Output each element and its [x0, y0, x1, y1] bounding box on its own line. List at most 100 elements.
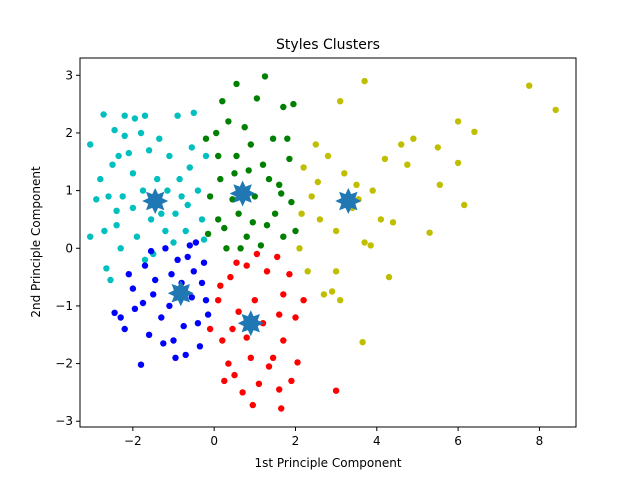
data-point	[145, 147, 153, 154]
chart-title: Styles Clusters	[276, 37, 380, 53]
data-point	[101, 227, 108, 235]
data-point	[186, 242, 193, 249]
data-point	[141, 256, 149, 263]
data-point	[221, 377, 228, 385]
x-tick-label: 6	[454, 434, 462, 448]
data-point	[190, 268, 197, 275]
data-point	[243, 233, 250, 240]
data-point	[215, 216, 222, 223]
data-point	[280, 103, 287, 111]
data-point	[174, 256, 181, 263]
x-tick-label: 2	[292, 434, 300, 448]
data-point	[361, 77, 368, 85]
data-point	[286, 155, 293, 163]
data-point	[288, 198, 295, 206]
data-point	[434, 144, 441, 151]
x-tick-label: 8	[536, 434, 544, 448]
data-point	[367, 242, 374, 249]
data-point	[162, 227, 169, 235]
data-point	[115, 152, 122, 160]
data-point	[192, 239, 200, 246]
data-point	[292, 227, 299, 235]
data-point	[314, 178, 321, 186]
data-point	[113, 207, 120, 214]
data-point	[121, 132, 128, 139]
data-point	[276, 181, 283, 188]
data-point	[235, 308, 242, 315]
data-point	[249, 401, 256, 409]
data-point	[166, 152, 173, 160]
data-point	[284, 135, 291, 142]
data-point	[552, 106, 559, 114]
data-point	[265, 175, 273, 183]
data-point	[196, 343, 204, 350]
data-point	[131, 115, 139, 122]
data-point	[87, 233, 94, 240]
data-point	[261, 73, 269, 80]
data-point	[100, 111, 107, 118]
data-point	[217, 175, 224, 183]
data-point	[180, 322, 187, 330]
data-point	[247, 141, 254, 148]
data-point	[117, 245, 124, 252]
data-point	[312, 141, 319, 148]
data-point	[377, 216, 385, 223]
data-point	[184, 253, 191, 261]
data-point	[280, 291, 287, 298]
data-point	[186, 164, 193, 171]
data-point	[215, 297, 222, 304]
y-tick-label: −3	[55, 414, 73, 428]
data-point	[139, 187, 147, 194]
data-point	[166, 302, 173, 310]
data-point	[221, 224, 228, 232]
data-point	[247, 354, 254, 361]
data-point	[182, 351, 189, 359]
data-point	[202, 135, 210, 142]
data-point	[204, 311, 212, 318]
data-point	[194, 320, 202, 327]
data-point	[103, 265, 110, 272]
y-tick-label: 1	[65, 184, 73, 198]
data-point	[337, 98, 344, 105]
data-point	[233, 80, 240, 88]
data-point	[286, 271, 293, 278]
data-point	[137, 129, 145, 137]
data-point	[164, 187, 171, 194]
data-point	[278, 190, 285, 197]
data-point	[359, 339, 366, 346]
data-point	[292, 314, 299, 321]
data-point	[219, 337, 226, 344]
data-point	[174, 112, 181, 119]
y-tick-label: 3	[65, 68, 73, 82]
data-point	[259, 161, 267, 168]
data-point	[320, 291, 328, 298]
data-point	[436, 181, 443, 188]
data-point	[158, 210, 165, 217]
data-point	[194, 187, 202, 194]
data-point	[219, 98, 226, 105]
data-point	[385, 273, 393, 281]
data-point	[263, 268, 271, 275]
data-point	[300, 297, 307, 304]
data-point	[121, 325, 128, 333]
data-point	[253, 250, 261, 258]
data-point	[105, 193, 112, 200]
data-point	[131, 305, 139, 312]
data-point	[225, 118, 232, 125]
data-point	[113, 222, 120, 229]
data-point	[129, 204, 137, 212]
data-point	[328, 288, 336, 295]
points-layer	[87, 73, 559, 412]
data-point	[353, 181, 360, 188]
data-point	[454, 118, 462, 125]
data-point	[147, 247, 155, 255]
data-point	[202, 152, 210, 160]
data-point	[170, 239, 177, 246]
data-point	[241, 124, 248, 131]
data-point	[389, 219, 397, 226]
data-point	[200, 236, 208, 243]
data-point	[141, 112, 149, 119]
data-point	[182, 227, 189, 235]
data-point	[243, 334, 250, 341]
data-point	[188, 294, 195, 301]
